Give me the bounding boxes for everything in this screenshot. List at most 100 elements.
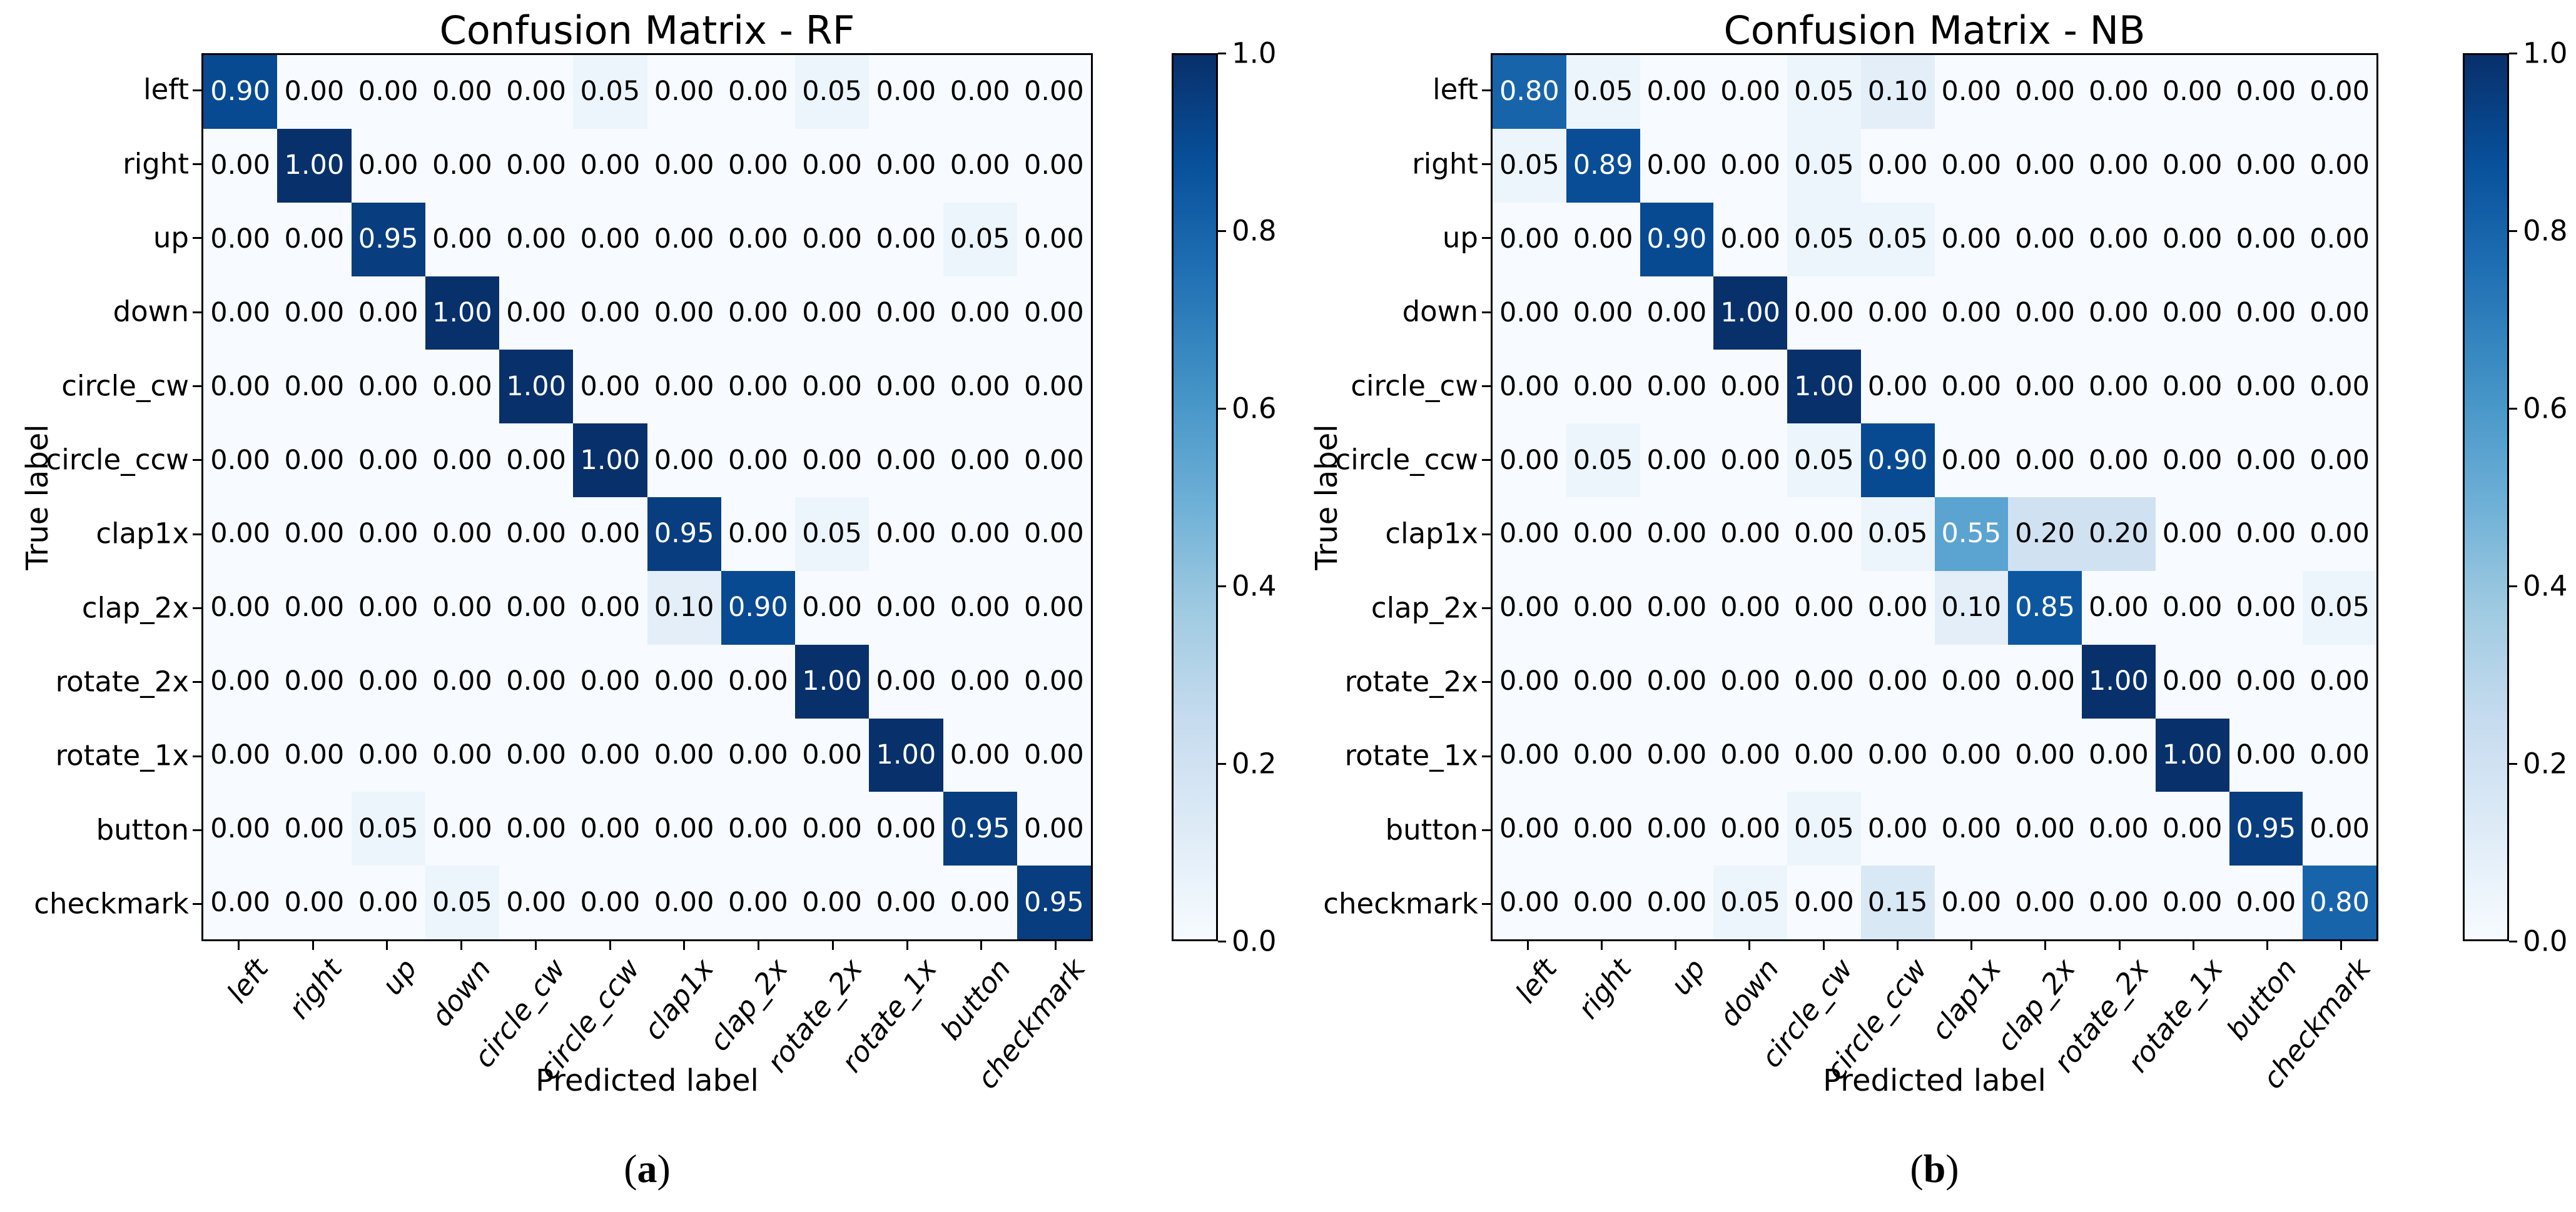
matrix-cell: 0.00 (573, 497, 647, 571)
y-tick-label: right (123, 146, 189, 180)
matrix-cell: 0.00 (2303, 423, 2376, 497)
matrix-cell: 0.89 (1566, 128, 1640, 203)
matrix-cell: 0.00 (2008, 644, 2082, 719)
plot-title-rf: Confusion Matrix - RF (439, 8, 855, 53)
colorbar-tick-mark (2509, 52, 2517, 54)
y-tick-mark (193, 829, 201, 831)
matrix-cell: 0.00 (1934, 792, 2009, 866)
x-tick-mark (1055, 941, 1057, 950)
matrix-cell: 0.00 (499, 276, 574, 350)
matrix-cell: 0.55 (1934, 497, 2009, 571)
matrix-cell: 0.90 (203, 55, 278, 129)
matrix-cell: 0.05 (1860, 202, 1935, 276)
matrix-cell: 0.00 (425, 423, 499, 497)
matrix-cell: 0.95 (1017, 866, 1091, 939)
matrix-cell: 0.00 (2082, 350, 2156, 424)
matrix-cell: 0.00 (1017, 350, 1091, 424)
matrix-cell: 0.00 (573, 202, 647, 276)
matrix-cell: 0.00 (499, 792, 574, 866)
matrix-cell: 0.00 (795, 718, 870, 792)
matrix-cell: 0.00 (1566, 644, 1640, 719)
matrix-cell: 0.00 (1713, 350, 1787, 424)
matrix-cell: 0.00 (425, 718, 499, 792)
x-tick-label: right (1571, 952, 1638, 1025)
matrix-cell: 0.00 (721, 792, 795, 866)
matrix-cell: 0.00 (203, 792, 278, 866)
matrix-cell: 0.00 (721, 128, 795, 203)
y-tick-mark (1482, 311, 1491, 313)
x-tick-label: down (1713, 952, 1786, 1033)
x-tick-mark (831, 941, 834, 950)
y-tick-label: clap_2x (81, 590, 189, 624)
matrix-cell: 0.80 (2303, 866, 2376, 939)
matrix-cell: 0.00 (2229, 276, 2303, 350)
matrix-cell: 0.00 (1017, 55, 1091, 129)
y-tick-label: up (1442, 221, 1478, 255)
matrix-cell: 0.00 (2008, 792, 2082, 866)
matrix-cell: 0.00 (499, 866, 574, 939)
matrix-cell: 0.00 (425, 570, 499, 645)
x-tick-mark (906, 941, 908, 950)
matrix-cell: 0.00 (721, 866, 795, 939)
matrix-cell: 0.00 (2303, 792, 2376, 866)
matrix-cell: 0.00 (351, 866, 425, 939)
matrix-cell: 0.00 (351, 570, 425, 645)
y-tick-mark (193, 163, 201, 165)
matrix-cell: 0.00 (647, 644, 721, 719)
matrix-cell: 0.15 (1860, 866, 1935, 939)
matrix-cell: 0.95 (351, 202, 425, 276)
matrix-cell: 0.00 (1934, 644, 2009, 719)
matrix-cell: 0.00 (1713, 202, 1787, 276)
matrix-cell: 0.00 (573, 350, 647, 424)
matrix-cell: 0.00 (2155, 792, 2229, 866)
matrix-cell: 0.00 (499, 644, 574, 719)
matrix-cell: 0.00 (943, 497, 1017, 571)
heatmap-rf: 0.90 0.00 0.00 0.00 0.00 0.05 0.00 0.00 0.05 0.00… (201, 53, 1093, 941)
y-tick-label: checkmark (34, 887, 189, 921)
matrix-cell: 0.00 (2008, 718, 2082, 792)
matrix-cell: 0.00 (795, 128, 870, 203)
matrix-cell: 0.00 (795, 570, 870, 645)
matrix-cell: 0.00 (2008, 423, 2082, 497)
matrix-cell: 0.95 (647, 497, 721, 571)
matrix-cell: 0.00 (1017, 202, 1091, 276)
colorbar-tick-mark (1218, 940, 1226, 942)
matrix-cell: 0.05 (2303, 570, 2376, 645)
matrix-cell: 0.00 (1934, 128, 2009, 203)
matrix-cell: 0.00 (943, 276, 1017, 350)
x-tick-label: left (1509, 952, 1564, 1009)
matrix-cell: 0.00 (2229, 644, 2303, 719)
x-axis-label: Predicted label (1823, 1063, 2046, 1098)
matrix-cell: 0.00 (1713, 792, 1787, 866)
y-tick-mark (1482, 163, 1491, 165)
matrix-cell: 0.00 (869, 202, 943, 276)
y-tick-mark (193, 755, 201, 757)
colorbar-tick-mark (1218, 52, 1226, 54)
matrix-cell: 0.80 (1493, 55, 1566, 129)
matrix-cell: 0.00 (1713, 497, 1787, 571)
matrix-cell: 0.00 (2155, 497, 2229, 571)
x-tick-mark (1970, 941, 1973, 950)
matrix-cell: 1.00 (499, 350, 574, 424)
matrix-cell: 0.00 (1640, 497, 1714, 571)
colorbar-tick-label: 1.0 (1232, 36, 1277, 70)
y-tick-mark (1482, 459, 1491, 462)
matrix-cell: 0.00 (2303, 718, 2376, 792)
matrix-cell: 0.00 (2155, 644, 2229, 719)
matrix-cell: 0.00 (2229, 128, 2303, 203)
matrix-cell: 0.00 (2229, 55, 2303, 129)
matrix-cell: 0.00 (2082, 202, 2156, 276)
matrix-cell: 0.05 (1566, 55, 1640, 129)
colorbar-tick-label: 0.4 (2523, 569, 2568, 603)
y-tick-mark (1482, 385, 1491, 387)
y-tick-label: right (1412, 146, 1478, 180)
matrix-cell: 0.00 (203, 570, 278, 645)
colorbar-tick-label: 0.4 (1232, 569, 1277, 603)
matrix-cell: 0.00 (943, 128, 1017, 203)
matrix-cell: 0.00 (1640, 570, 1714, 645)
x-tick-mark (2340, 941, 2343, 950)
matrix-cell: 0.95 (2229, 792, 2303, 866)
matrix-cell: 0.00 (203, 497, 278, 571)
y-tick-label: circle_ccw (1335, 443, 1478, 477)
matrix-cell: 0.00 (573, 570, 647, 645)
